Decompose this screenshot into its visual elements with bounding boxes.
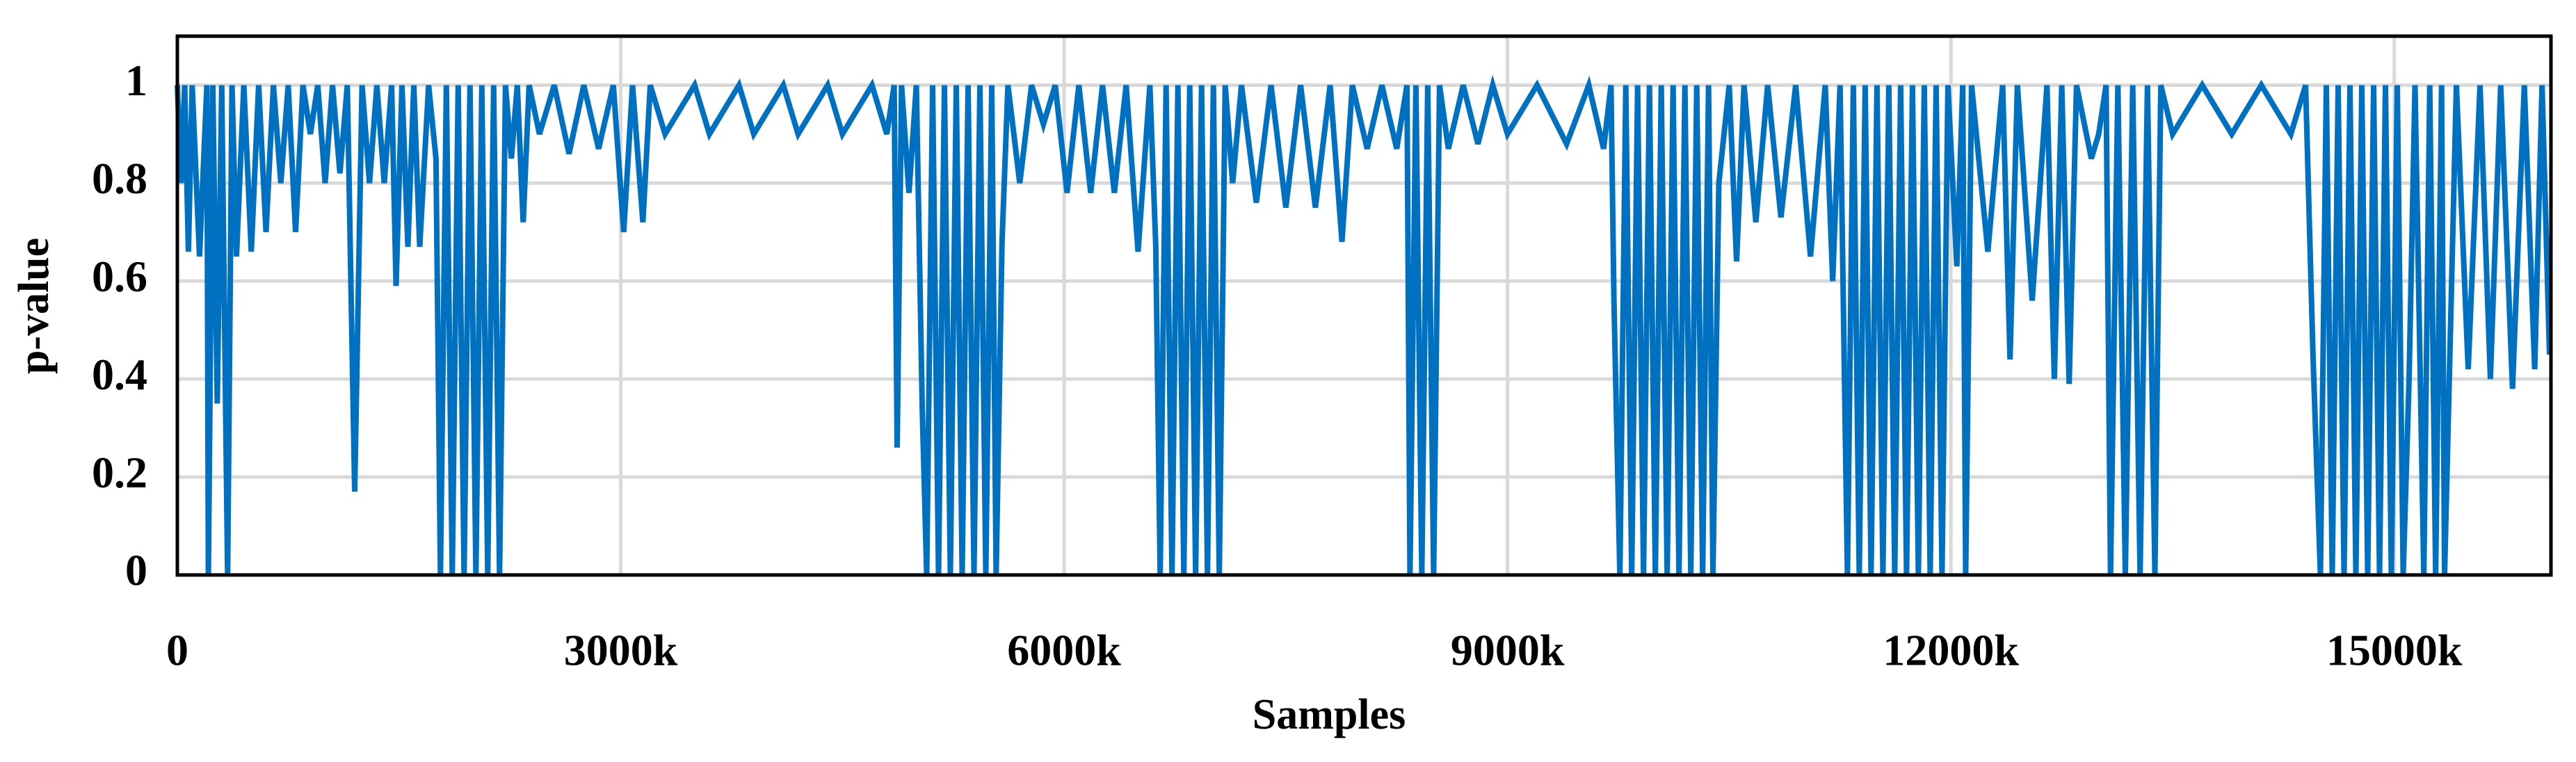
x-tick-label: 15000k xyxy=(2326,626,2463,675)
x-tick-label: 3000k xyxy=(564,626,678,675)
y-tick-label: 0.4 xyxy=(92,350,147,399)
x-axis-title: Samples xyxy=(1253,691,1406,738)
x-tick-label: 6000k xyxy=(1007,626,1121,675)
labels: 0 0.2 0.4 0.6 0.8 1 0 3000k 6000k 9000k 12000k 1500… xyxy=(92,56,2463,675)
data-line xyxy=(175,74,2552,576)
y-tick-label: 1 xyxy=(125,56,147,105)
y-tick-label: 0.2 xyxy=(92,448,147,497)
x-tick-label: 12000k xyxy=(1883,626,2019,675)
x-tick-label: 9000k xyxy=(1451,626,1565,675)
plot-frame xyxy=(175,34,2553,577)
y-tick-label: 0.6 xyxy=(92,252,147,301)
y-tick-label: 0 xyxy=(125,546,147,595)
plot-area xyxy=(175,74,2552,576)
y-tick-label: 0.8 xyxy=(92,154,147,203)
x-tick-label: 0 xyxy=(166,626,188,675)
y-axis-title: p-value xyxy=(10,238,58,374)
